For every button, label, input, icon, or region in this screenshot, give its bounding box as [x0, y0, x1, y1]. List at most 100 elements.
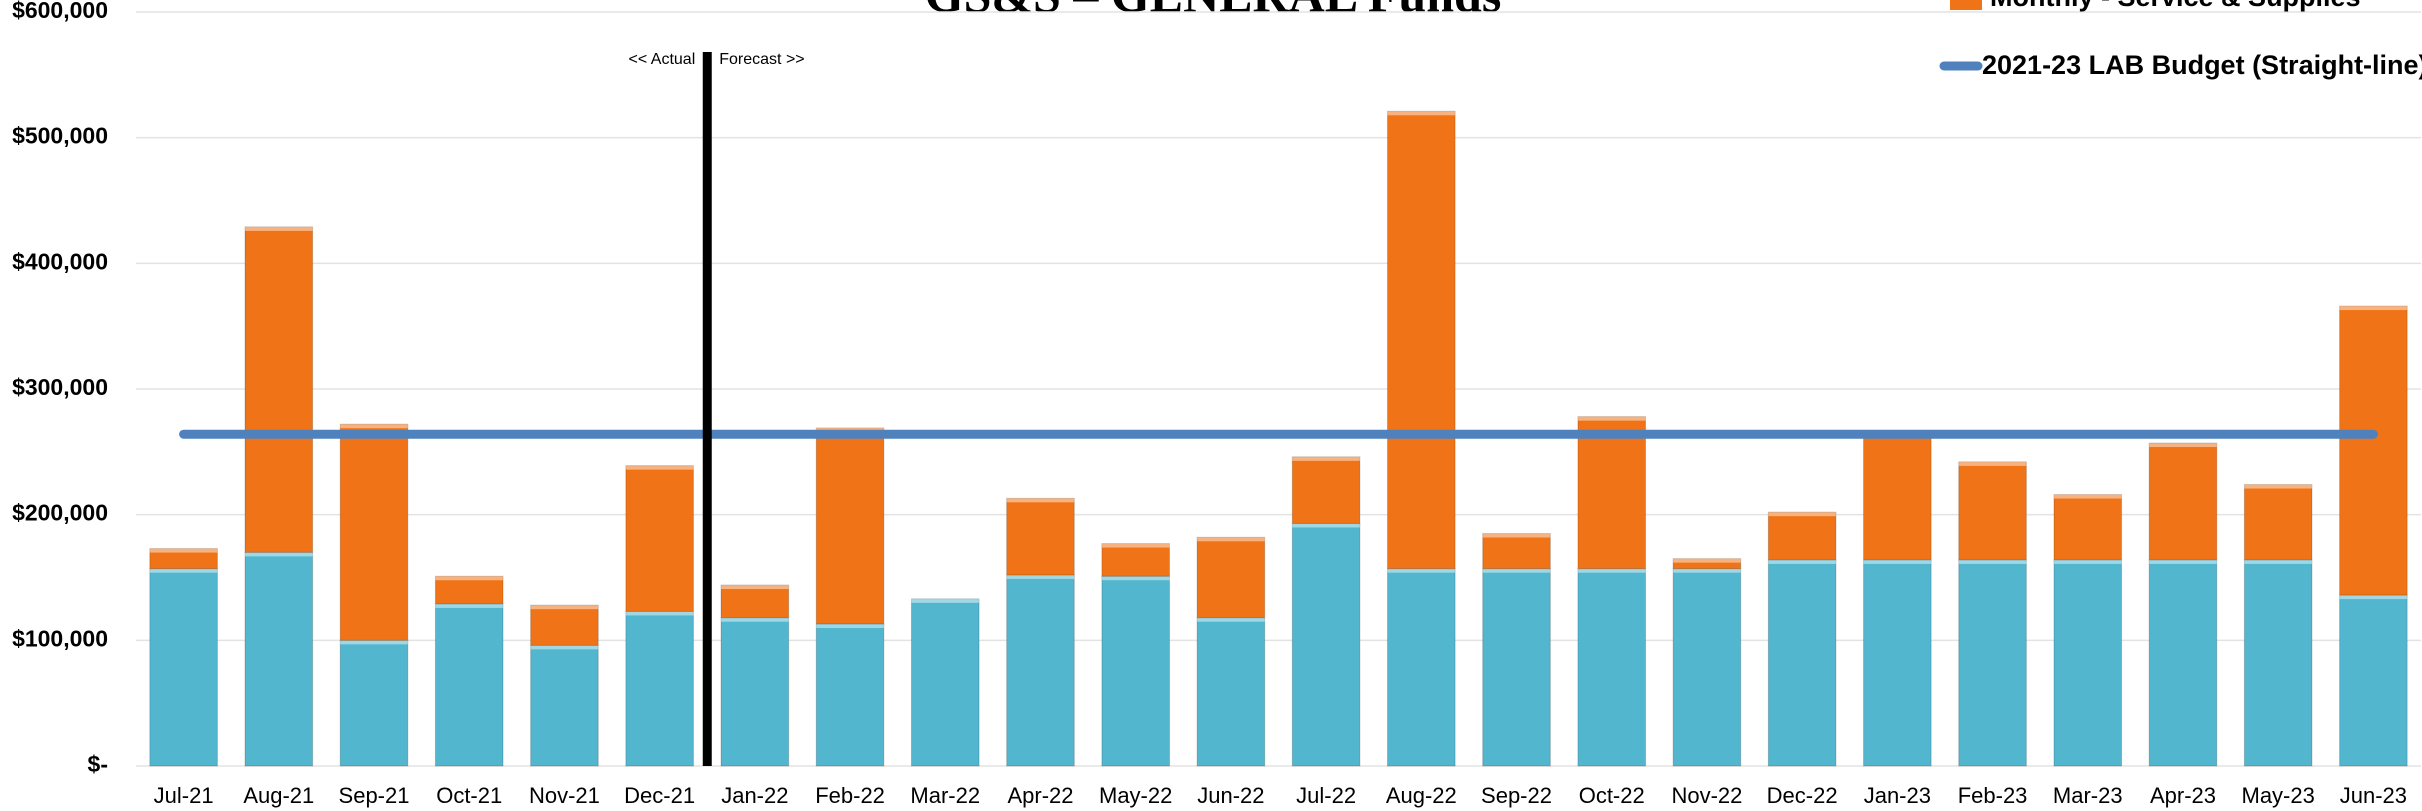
bar-segment [1767, 559, 1837, 767]
bar-segment [2148, 559, 2218, 767]
bar-cap [435, 603, 504, 608]
chart-title: GS&S – GENERAL Funds [925, 0, 1502, 22]
bar-cap [2244, 559, 2312, 564]
y-tick-label: $600,000 [12, 0, 108, 23]
bar-segment [1387, 110, 1456, 570]
bar-cap [1958, 559, 2027, 564]
bar-cap [721, 617, 789, 622]
bar-segment [1863, 429, 1932, 561]
x-tick-label: Aug-21 [243, 783, 314, 808]
bar-cap [1673, 568, 1741, 573]
x-tick-label: Jan-23 [1864, 783, 1931, 808]
bar-cap [1673, 558, 1741, 563]
bar-segment [1482, 568, 1551, 767]
bar-segment [1577, 416, 1647, 570]
bar-cap [149, 568, 218, 573]
bar-segment [2243, 484, 2313, 561]
bar-cap [530, 645, 599, 650]
bar-cap [1387, 111, 1456, 116]
bar-segment [339, 423, 409, 641]
bar-cap [1577, 416, 1646, 421]
bar-segment [244, 551, 314, 767]
bar-segment [434, 603, 504, 767]
y-tick-label: $300,000 [12, 374, 108, 400]
y-tick-label: $200,000 [12, 500, 108, 526]
legend-label: 2021-23 LAB Budget (Straight-line) [1982, 50, 2422, 80]
x-tick-label: Oct-22 [1579, 783, 1645, 808]
y-tick-label: $100,000 [12, 625, 108, 651]
bar-cap [1482, 533, 1551, 538]
bar-cap [2244, 484, 2312, 489]
bar-cap [1577, 568, 1646, 573]
bar-segment [434, 575, 504, 605]
bar-cap [1387, 568, 1456, 573]
legend-swatch [1950, 0, 1982, 10]
x-tick-label: Feb-22 [815, 783, 885, 808]
bar-segment [2053, 559, 2123, 767]
bar-segment [1196, 617, 1266, 767]
bar-cap [2149, 559, 2217, 564]
bar-cap [2053, 494, 2122, 499]
bar-segment [530, 644, 599, 767]
bar-segment [815, 623, 885, 767]
x-tick-label: Jun-22 [1197, 783, 1264, 808]
x-tick-label: Oct-21 [436, 783, 502, 808]
bar-cap [1197, 537, 1265, 542]
bar-segment [1387, 568, 1456, 767]
bar-segment [1577, 568, 1647, 767]
x-tick-label: Jul-22 [1296, 783, 1356, 808]
bar-segment [720, 617, 790, 767]
bar-cap [1101, 576, 1170, 581]
bar-cap [1958, 461, 2027, 466]
bar-segment [149, 568, 218, 767]
y-tick-label: $500,000 [12, 123, 108, 149]
y-tick-label: $- [88, 751, 108, 777]
bar-cap [245, 226, 313, 231]
x-tick-label: May-23 [2242, 783, 2315, 808]
bar-cap [340, 424, 408, 429]
bar-cap [2149, 443, 2217, 448]
bar-segment [1291, 522, 1361, 767]
x-tick-label: Sep-22 [1481, 783, 1552, 808]
bar-segment [910, 598, 980, 767]
x-tick-label: Jan-22 [721, 783, 788, 808]
bar-cap [340, 640, 408, 645]
x-tick-label: Mar-23 [2053, 783, 2123, 808]
bar-segment [2148, 442, 2218, 561]
bar-cap [1006, 574, 1075, 579]
bar-segment [625, 465, 694, 612]
bar-cap [721, 585, 789, 590]
bar-segment [1006, 574, 1075, 767]
bar-segment [2053, 494, 2123, 561]
bar-cap [2339, 306, 2408, 311]
bar-segment [720, 584, 790, 619]
y-tick-label: $400,000 [12, 248, 108, 274]
bar-cap [1101, 543, 1170, 548]
bar-segment [1101, 543, 1170, 577]
bar-segment [1672, 568, 1742, 767]
bar-segment [1672, 558, 1742, 570]
x-tick-label: Feb-23 [1958, 783, 2028, 808]
x-tick-label: Jun-23 [2340, 783, 2407, 808]
x-tick-label: Jul-21 [154, 783, 214, 808]
bar-cap [1768, 512, 1836, 517]
bar-cap [1197, 617, 1265, 622]
bar-cap [1292, 523, 1360, 528]
bar-segment [1767, 511, 1837, 561]
bar-segment [815, 427, 885, 625]
bar-cap [2053, 559, 2122, 564]
bar-segment [1958, 559, 2027, 767]
x-tick-label: Nov-22 [1671, 783, 1742, 808]
legend-label: Monthly - Service & Supplies [1990, 0, 2361, 12]
x-tick-label: Dec-22 [1767, 783, 1838, 808]
bar-segment [1006, 497, 1075, 576]
bar-cap [149, 548, 218, 553]
bar-cap [1006, 498, 1075, 503]
bar-cap [1482, 568, 1551, 573]
x-tick-label: Mar-22 [910, 783, 980, 808]
bar-segment [2339, 594, 2408, 767]
x-tick-label: May-22 [1099, 783, 1172, 808]
bar-cap [2339, 595, 2408, 600]
annotation: << Actual [629, 51, 696, 68]
bar-segment [1291, 456, 1361, 524]
